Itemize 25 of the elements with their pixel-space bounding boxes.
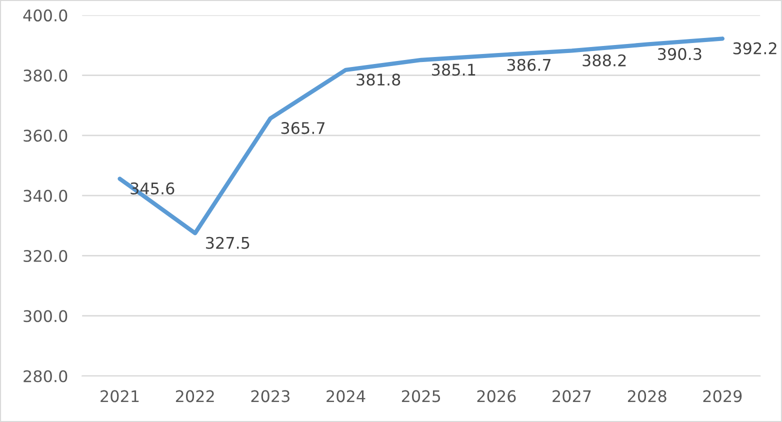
y-tick-label: 320.0 — [24, 250, 68, 262]
data-label: 386.7 — [507, 58, 551, 71]
x-tick-label: 2028 — [628, 390, 666, 402]
x-tick-label: 2029 — [703, 390, 742, 402]
data-label: 392.2 — [733, 42, 776, 54]
data-label: 327.5 — [206, 236, 250, 249]
data-label: 365.7 — [281, 122, 325, 134]
y-tick-label: 380.0 — [24, 70, 68, 82]
line-series — [118, 36, 725, 236]
y-tick-label: 360.0 — [24, 130, 68, 142]
y-tick-label: 300.0 — [24, 310, 68, 322]
y-tick-label: 340.0 — [24, 190, 68, 202]
x-tick-label: 2025 — [402, 390, 440, 402]
y-tick-label: 280.0 — [24, 370, 68, 382]
data-label: 385.1 — [432, 64, 476, 76]
x-tick-label: 2022 — [176, 390, 214, 402]
data-label: 390.3 — [658, 48, 702, 60]
data-label: 388.2 — [582, 54, 626, 66]
x-tick-label: 2027 — [552, 390, 591, 402]
x-tick-label: 2026 — [477, 390, 516, 402]
x-tick-label: 2023 — [251, 390, 290, 402]
data-label: 381.8 — [356, 74, 400, 86]
x-tick-label: 2024 — [326, 390, 366, 402]
y-tick-label: 400.0 — [23, 9, 68, 22]
x-tick-label: 2021 — [100, 390, 139, 402]
